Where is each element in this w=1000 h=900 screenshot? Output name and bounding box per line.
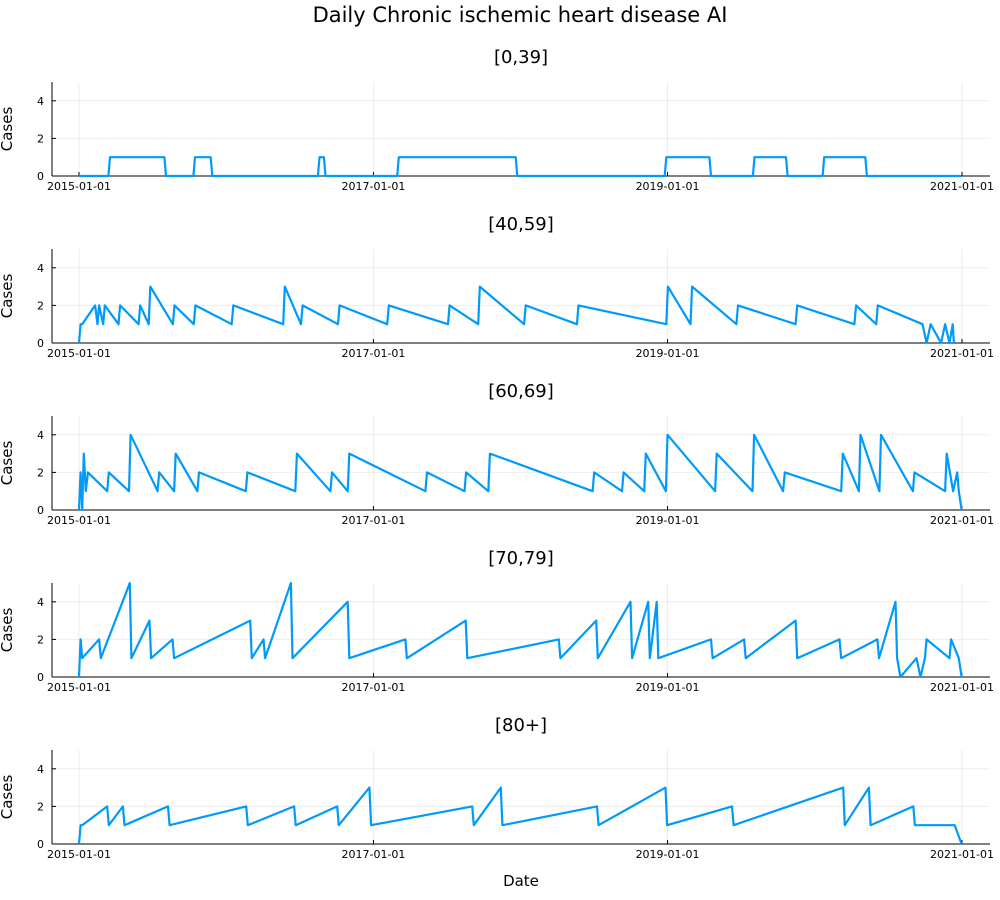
subplot-panels: 0 2 4 2015-01-01 2017-01-01 2019-01-01 2021-01… (0, 47, 994, 890)
x-tick-label: 2017-01-01 (341, 848, 405, 861)
x-tick-label: 2017-01-01 (341, 681, 405, 694)
y-axis-label: Cases (0, 608, 16, 653)
y-tick-label: 4 (37, 262, 44, 275)
x-tick-label: 2019-01-01 (636, 347, 700, 360)
y-tick-label: 0 (37, 671, 44, 684)
x-tick-label: 2015-01-01 (47, 180, 111, 193)
subplot-4: 0 2 4 2015-01-01 2017-01-01 2019-01-01 2021-01… (0, 715, 994, 890)
series-line (77, 581, 963, 679)
subplot-title: [40,59] (488, 214, 554, 235)
y-tick-label: 0 (37, 504, 44, 517)
subplot-title: [80+] (495, 715, 547, 736)
x-tick-label: 2019-01-01 (636, 180, 700, 193)
subplot-3: 0 2 4 2015-01-01 2017-01-01 2019-01-01 2021-01… (0, 548, 994, 694)
y-tick-label: 4 (37, 763, 44, 776)
subplot-1: 0 2 4 2015-01-01 2017-01-01 2019-01-01 2021-01… (0, 214, 994, 360)
y-axis-label: Cases (0, 274, 16, 319)
y-tick-label: 2 (37, 132, 44, 145)
x-tick-label: 2015-01-01 (47, 681, 111, 694)
y-tick-label: 4 (37, 429, 44, 442)
subplot-title: [60,69] (488, 381, 554, 402)
subplot-title: [0,39] (494, 47, 548, 68)
x-tick-label: 2019-01-01 (636, 681, 700, 694)
figure-title: Daily Chronic ischemic heart disease AI (313, 3, 728, 27)
x-tick-label: 2021-01-01 (930, 347, 994, 360)
y-tick-label: 2 (37, 633, 44, 646)
y-tick-label: 4 (37, 596, 44, 609)
subplot-0: 0 2 4 2015-01-01 2017-01-01 2019-01-01 2021-01… (0, 47, 994, 193)
y-tick-label: 2 (37, 800, 44, 813)
y-tick-label: 4 (37, 95, 44, 108)
y-tick-label: 0 (37, 838, 44, 851)
series-line (77, 433, 963, 512)
x-tick-label: 2021-01-01 (930, 681, 994, 694)
y-axis-label: Cases (0, 107, 16, 152)
x-tick-label: 2015-01-01 (47, 848, 111, 861)
x-axis-label: Date (503, 872, 539, 890)
y-tick-label: 2 (37, 466, 44, 479)
y-tick-label: 0 (37, 170, 44, 183)
series-line (77, 786, 963, 845)
subplot-2: 0 2 4 2015-01-01 2017-01-01 2019-01-01 2021-01… (0, 381, 994, 527)
x-tick-label: 2021-01-01 (930, 180, 994, 193)
x-tick-label: 2019-01-01 (636, 848, 700, 861)
y-tick-label: 0 (37, 337, 44, 350)
y-axis-label: Cases (0, 441, 16, 486)
x-tick-label: 2017-01-01 (341, 514, 405, 527)
x-tick-label: 2017-01-01 (341, 347, 405, 360)
y-tick-label: 2 (37, 299, 44, 312)
x-tick-label: 2015-01-01 (47, 347, 111, 360)
y-axis-label: Cases (0, 775, 16, 820)
x-tick-label: 2021-01-01 (930, 848, 994, 861)
series-line (77, 285, 955, 345)
x-tick-label: 2017-01-01 (341, 180, 405, 193)
x-tick-label: 2021-01-01 (930, 514, 994, 527)
subplot-title: [70,79] (488, 548, 554, 569)
x-tick-label: 2015-01-01 (47, 514, 111, 527)
series-line (79, 156, 962, 178)
x-tick-label: 2019-01-01 (636, 514, 700, 527)
